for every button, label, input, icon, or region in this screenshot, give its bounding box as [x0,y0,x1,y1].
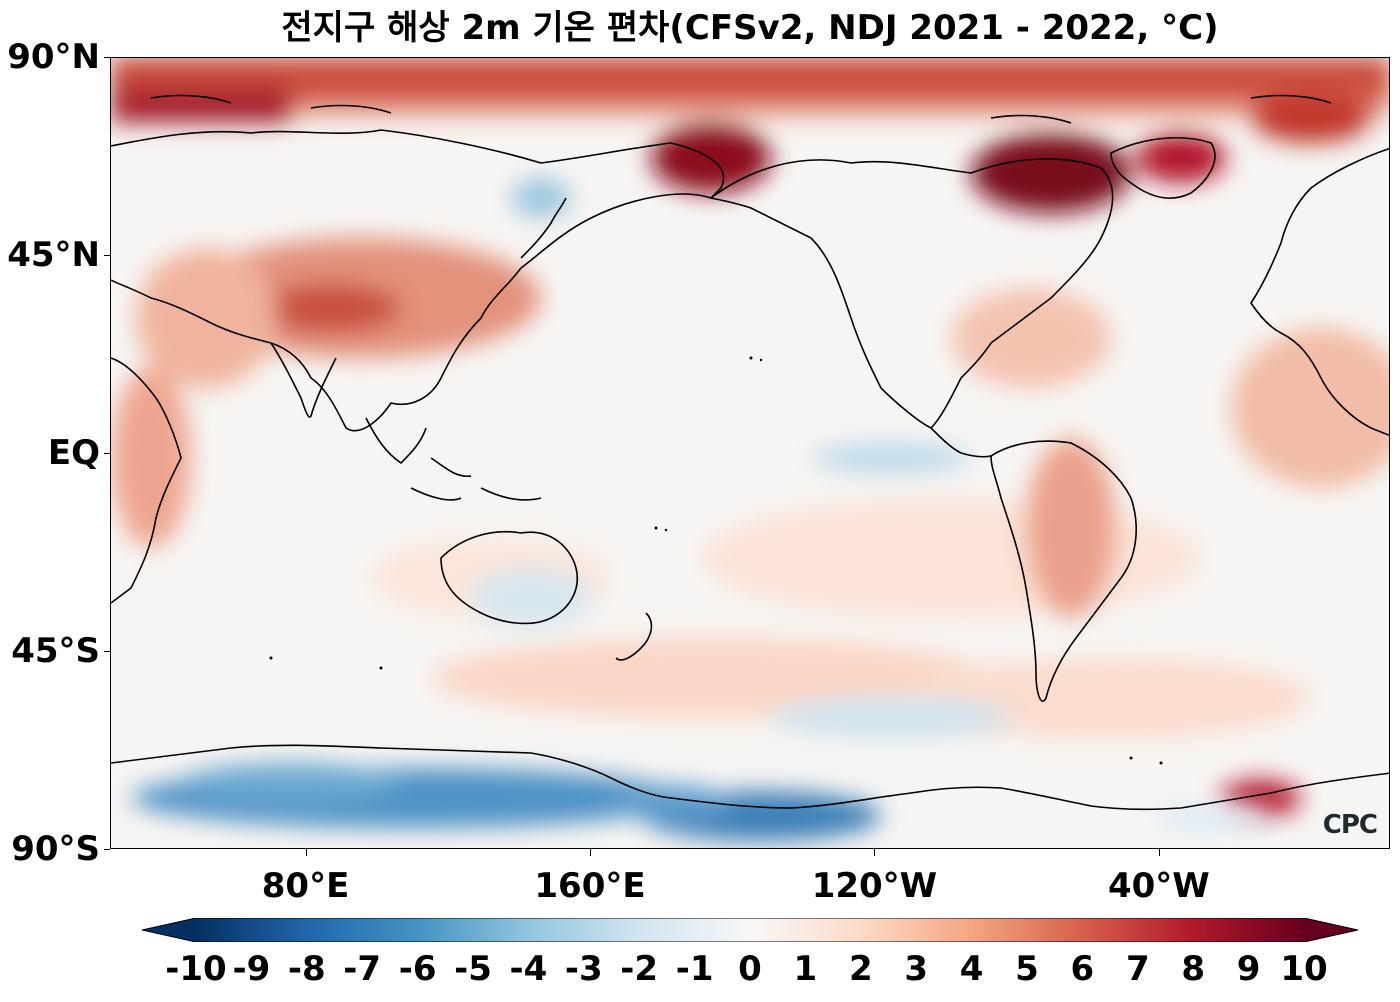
colorbar-tick-label: 8 [1181,949,1206,989]
lat-tick-label: 90°N [7,37,100,77]
colorbar-body [196,918,1304,942]
lon-tick-mark [590,849,591,856]
colorbar-tick-label: -8 [287,949,326,989]
colorbar-tick-label: 2 [848,949,873,989]
colorbar-tick-label: -1 [675,949,714,989]
colorbar-tick-label: 9 [1236,949,1261,989]
colorbar-tick-label: 7 [1125,949,1150,989]
lat-tick-mark [104,849,110,850]
lon-tick-mark [1158,849,1160,856]
lat-tick-label: 45°N [7,235,100,275]
anomaly-field-cool [131,178,1271,841]
colorbar-tick-label: 3 [904,949,929,989]
lat-tick-label: 45°S [11,631,100,671]
anomaly-map: CPC [110,57,1390,849]
colorbar-tick-label: 0 [738,949,762,989]
colorbar-extend-high [1304,918,1358,942]
colorbar-tick-label: -2 [620,949,659,989]
coastlines [111,94,1389,811]
lat-tick-label: 90°S [11,829,100,869]
map-canvas [111,58,1389,848]
colorbar-tick-label: 6 [1070,949,1095,989]
colorbar-tick-label: -5 [454,949,492,989]
lat-tick-mark [104,651,110,652]
colorbar [142,918,1358,942]
colorbar-tick-label: 5 [1015,949,1039,989]
lat-tick-mark [104,453,110,454]
colorbar-tick-label: -7 [343,949,382,989]
map-title: 전지구 해상 2m 기온 편차(CFSv2, NDJ 2021 - 2022, … [281,8,1219,48]
colorbar-tick-label: -6 [398,949,437,989]
lon-tick-label: 40°W [1107,866,1210,906]
colorbar-tick-label: -9 [232,949,271,989]
lon-tick-label: 120°W [811,866,938,906]
cpc-logo: CPC [1322,810,1378,840]
lon-tick-label: 160°E [534,866,646,906]
lon-tick-label: 80°E [261,866,350,906]
colorbar-tick-label: -10 [165,949,227,989]
colorbar-tick-label: 1 [793,949,818,989]
lat-tick-mark [104,255,110,256]
colorbar-extend-low [142,918,196,942]
lon-tick-mark [305,849,307,856]
lon-tick-mark [874,849,876,856]
colorbar-tick-label: 4 [959,949,984,989]
island-dots [269,356,1163,765]
colorbar-tick-label: -4 [509,949,548,989]
colorbar-tick-label: -3 [564,949,603,989]
lat-tick-mark [104,57,110,58]
colorbar-tick-label: 10 [1280,949,1328,989]
lat-tick-label: EQ [47,433,100,473]
